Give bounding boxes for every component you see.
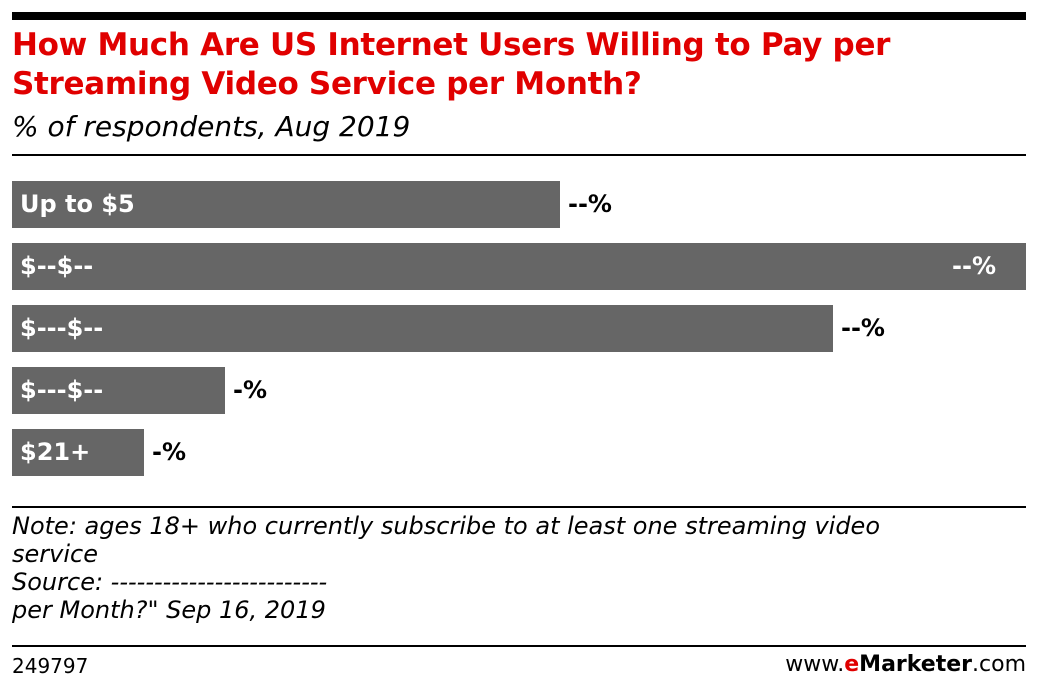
bar-category-label: Up to $5 xyxy=(20,190,135,218)
brand-suffix: .com xyxy=(972,652,1026,677)
bar-row: Up to $5 --% xyxy=(12,181,1026,228)
bar-row: $---$-- -% xyxy=(12,367,1026,414)
bar-chart: Up to $5 --% $--$-- --% $---$-- --% $---$-- -% $… xyxy=(12,170,1026,500)
chart-title: How Much Are US Internet Users Willing t… xyxy=(12,27,891,102)
bar xyxy=(12,305,833,352)
bar xyxy=(12,181,560,228)
bar xyxy=(12,429,144,476)
notes-divider xyxy=(12,506,1026,508)
source-line: per Month?" Sep 16, 2019 xyxy=(12,596,326,624)
note-line: service xyxy=(12,540,98,568)
bar-row: $21+ -% xyxy=(12,429,1026,476)
footer-divider xyxy=(12,645,1026,647)
bar-value-label: -% xyxy=(152,438,187,466)
bar-row: $--$-- --% xyxy=(12,243,1026,290)
bar-category-label: $---$-- xyxy=(20,376,104,404)
brand-e: e xyxy=(844,652,860,677)
bar-row: $---$-- --% xyxy=(12,305,1026,352)
note-line: Note: ages 18+ who currently subscribe t… xyxy=(12,512,881,540)
header-divider xyxy=(12,154,1026,156)
source-line: Source: ------------------------- xyxy=(12,568,328,596)
bar xyxy=(12,367,225,414)
brand-prefix: www. xyxy=(785,652,845,677)
bar-category-label: $---$-- xyxy=(20,314,104,342)
brand-logo: www.eMarketer.com xyxy=(785,652,1026,678)
brand-name: Marketer xyxy=(859,652,973,677)
chart-subtitle: % of respondents, Aug 2019 xyxy=(12,110,411,143)
bar-value-label: --% xyxy=(568,190,612,218)
top-rule xyxy=(12,12,1026,20)
bar-value-label: -% xyxy=(233,376,268,404)
bar xyxy=(12,243,1026,290)
bar-value-label: --% xyxy=(952,252,996,280)
chart-id: 249797 xyxy=(12,654,89,678)
bar-value-label: --% xyxy=(841,314,885,342)
bar-category-label: $--$-- xyxy=(20,252,94,280)
bar-category-label: $21+ xyxy=(20,438,91,466)
notes: Note: ages 18+ who currently subscribe t… xyxy=(12,512,1012,624)
